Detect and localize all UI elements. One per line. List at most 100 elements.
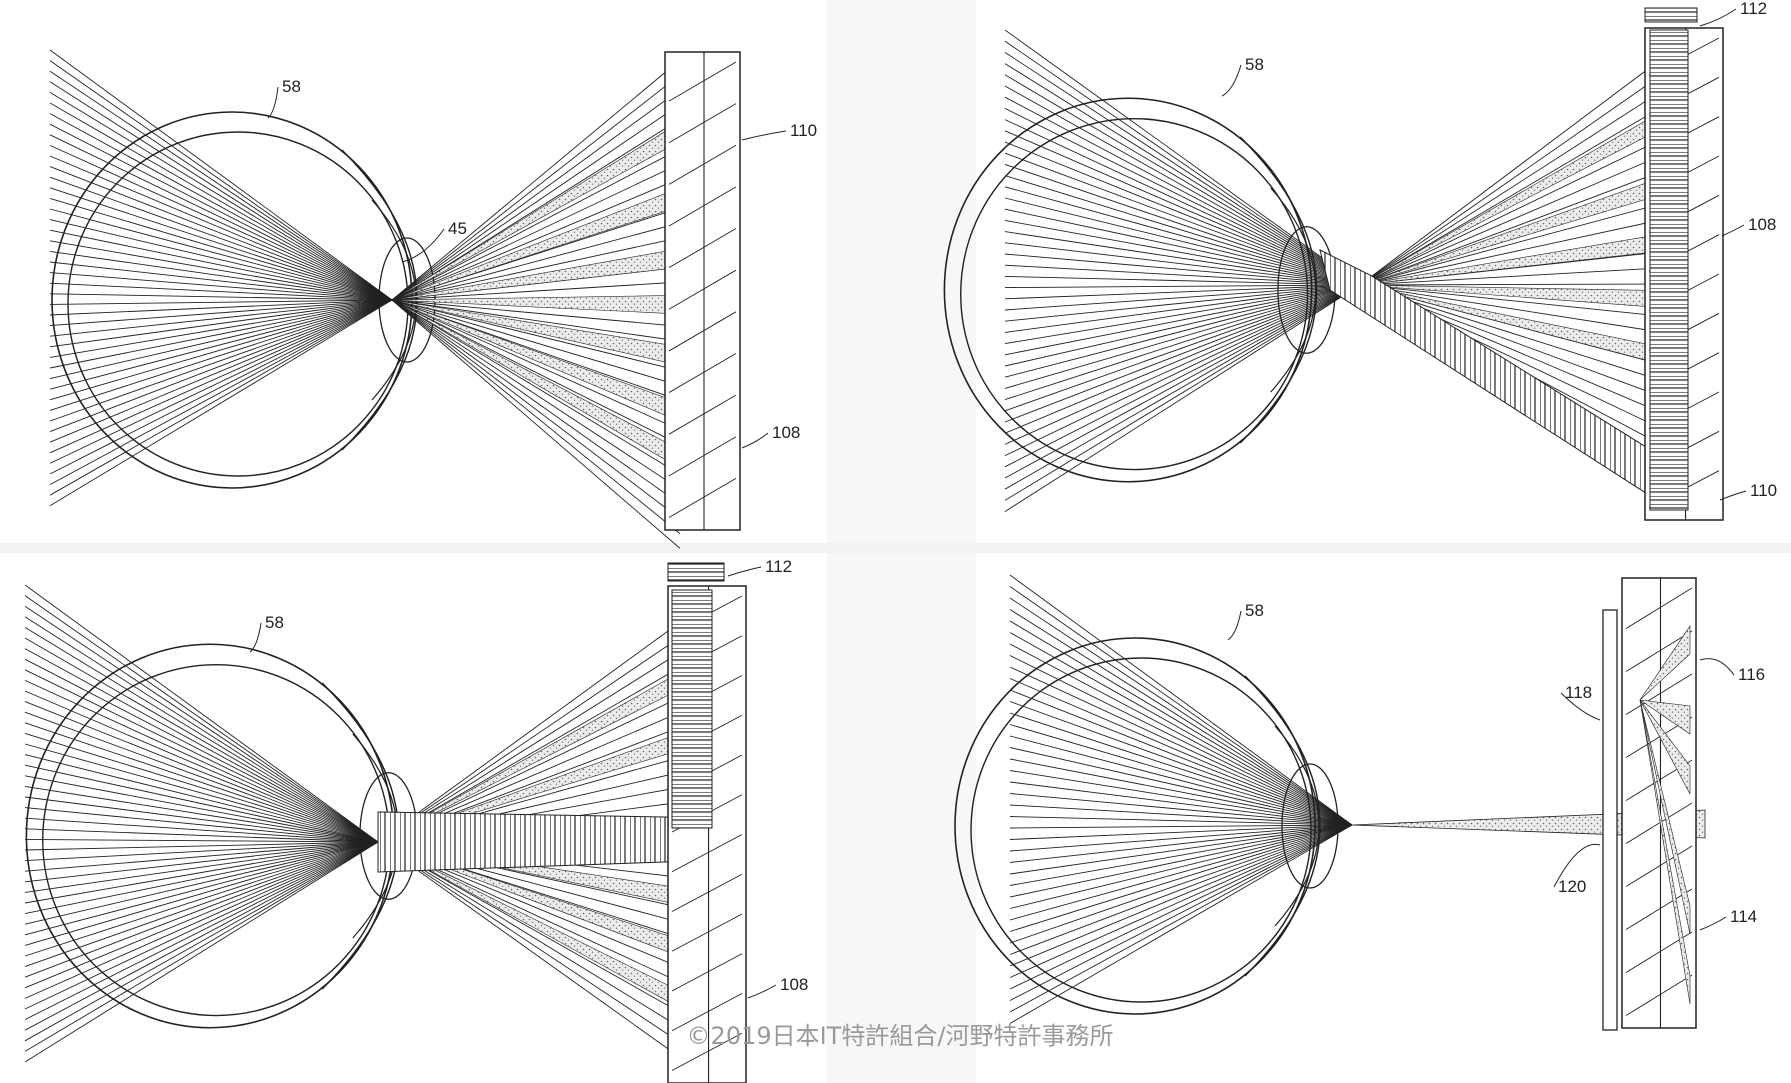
- incoming-ray: [49, 144, 393, 301]
- incoming-ray: [1009, 824, 1353, 898]
- incoming-ray: [1004, 85, 1361, 286]
- incoming-ray: [24, 841, 379, 989]
- incoming-ray: [1004, 284, 1361, 345]
- label-plate-118: 118: [1565, 683, 1592, 702]
- outgoing-ray: [377, 661, 691, 843]
- incoming-ray: [1009, 824, 1353, 944]
- retina-outline: [960, 117, 1309, 471]
- incoming-ray: [49, 81, 393, 301]
- incoming-ray: [1009, 574, 1353, 826]
- incoming-ray: [1004, 141, 1361, 286]
- incoming-ray: [1009, 824, 1353, 955]
- incoming-ray: [1004, 107, 1361, 286]
- label-eye-58: 58: [1245, 601, 1264, 620]
- waveguide-diagonal: [671, 913, 743, 952]
- outgoing-ray: [377, 614, 691, 843]
- label-emitter-116-leader: [1699, 658, 1735, 676]
- incoming-ray: [1004, 284, 1361, 401]
- outgoing-ray: [1359, 284, 1661, 333]
- incoming-ray: [24, 637, 379, 843]
- outgoing-ray: [377, 645, 691, 843]
- incoming-ray: [24, 841, 379, 862]
- incoming-ray: [1004, 130, 1361, 286]
- label-waveguide-108-leader: [1721, 224, 1745, 237]
- incoming-ray: [49, 60, 393, 301]
- incoming-ray: [1004, 284, 1361, 434]
- incoming-ray: [1009, 609, 1353, 826]
- incoming-ray: [24, 690, 379, 843]
- incoming-ray: [24, 841, 379, 1031]
- incoming-ray: [49, 102, 393, 301]
- outgoing-ray: [1359, 59, 1661, 286]
- incoming-ray: [24, 841, 379, 1021]
- cornea-outline: [1244, 675, 1321, 977]
- incoming-ray: [1009, 655, 1353, 826]
- label-emitter-110-leader: [1719, 490, 1747, 501]
- label-waveguide-108: 108: [780, 975, 808, 994]
- retina-outline: [970, 657, 1312, 1003]
- incoming-ray: [49, 299, 393, 411]
- emitter-wedge: [1639, 699, 1691, 735]
- label-stack-112: 112: [765, 557, 792, 576]
- incoming-ray: [1004, 242, 1361, 286]
- waveguide-diagonal: [668, 436, 737, 477]
- incoming-ray: [24, 841, 379, 936]
- outgoing-ray: [377, 841, 691, 1019]
- outgoing-ray: [1359, 171, 1661, 286]
- incoming-ray: [24, 807, 379, 843]
- outgoing-ray: [1359, 284, 1661, 317]
- incoming-ray: [49, 299, 393, 305]
- incoming-ray: [1009, 824, 1353, 1024]
- incoming-ray: [24, 841, 379, 957]
- incoming-ray: [1009, 724, 1353, 826]
- incoming-ray: [1009, 666, 1353, 826]
- label-emitter-110: 110: [1750, 481, 1777, 500]
- incoming-ray: [1004, 284, 1361, 412]
- incoming-ray: [1009, 586, 1353, 826]
- waveguide-diagonal: [668, 228, 737, 269]
- incoming-ray: [49, 123, 393, 301]
- incoming-ray: [24, 841, 379, 904]
- incoming-ray: [1009, 824, 1353, 829]
- incoming-ray: [1004, 284, 1361, 367]
- waveguide-diagonal: [671, 993, 743, 1032]
- outgoing-ray: [377, 841, 691, 1065]
- incoming-ray: [1004, 284, 1361, 512]
- waveguide-diagonal: [671, 834, 743, 873]
- label-waveguide-114-leader: [1699, 916, 1727, 931]
- incoming-ray: [49, 299, 393, 348]
- incoming-ray: [1009, 701, 1353, 826]
- incoming-ray: [1004, 284, 1361, 501]
- incoming-ray: [1009, 824, 1353, 978]
- incoming-ray: [49, 299, 393, 454]
- incoming-ray: [49, 49, 393, 301]
- incoming-ray: [1009, 632, 1353, 826]
- incoming-ray: [24, 679, 379, 843]
- copyright-watermark: ©2019日本IT特許組合/河野特許事務所: [686, 1022, 1114, 1050]
- waveguide-diagonal: [671, 1032, 743, 1071]
- incoming-ray: [1004, 264, 1361, 286]
- outgoing-ray: [391, 299, 681, 475]
- incoming-ray: [24, 701, 379, 843]
- incoming-ray: [1004, 163, 1361, 286]
- outgoing-ray: [391, 89, 681, 301]
- incoming-ray: [1004, 275, 1361, 286]
- incoming-ray: [49, 293, 393, 301]
- label-beam-120: 120: [1558, 877, 1586, 896]
- incoming-ray: [1009, 824, 1353, 863]
- label-lens-45: 45: [448, 219, 467, 238]
- outgoing-ray: [391, 299, 681, 401]
- label-eye-58-leader: [1227, 610, 1242, 641]
- label-emitter-110-leader: [741, 130, 787, 141]
- label-stack-112-leader: [1699, 8, 1737, 27]
- incoming-ray: [24, 841, 379, 999]
- incoming-ray: [49, 70, 393, 301]
- label-eye-58-leader: [267, 86, 279, 119]
- outgoing-ray: [391, 299, 681, 520]
- incoming-ray: [24, 841, 379, 915]
- outgoing-ray: [391, 237, 681, 301]
- incoming-ray: [24, 841, 379, 883]
- incoming-ray: [1009, 781, 1353, 826]
- waveguide-diagonal: [1625, 888, 1693, 930]
- stacked-layer: [671, 589, 713, 829]
